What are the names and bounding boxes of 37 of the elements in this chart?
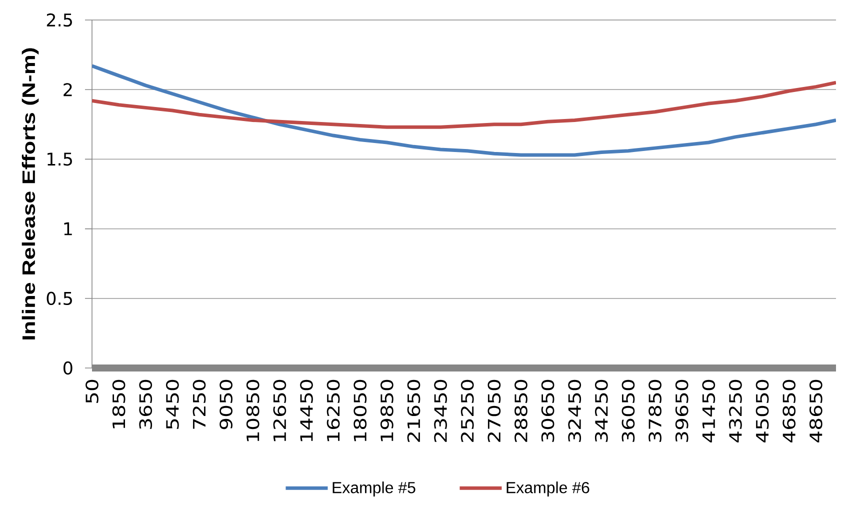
x-tick-label: 32450 xyxy=(568,380,582,442)
x-tick-label: 45050 xyxy=(756,380,769,442)
x-tick-label: 36050 xyxy=(622,380,635,442)
x-tick-label: 37850 xyxy=(648,380,662,442)
x-tick-label: 1850 xyxy=(112,380,126,428)
x-tick-label: 10850 xyxy=(246,380,260,442)
x-tick-label: 48650 xyxy=(809,380,822,442)
x-tick-label: 19850 xyxy=(380,380,394,442)
x-tick-label: 28850 xyxy=(514,380,528,442)
x-tick-label: 21650 xyxy=(407,380,420,442)
y-tick-label: 0.5 xyxy=(46,292,72,306)
x-tick-label: 30650 xyxy=(541,380,554,442)
x-tick-label: 27050 xyxy=(488,380,501,442)
x-tick-label: 46850 xyxy=(782,380,796,442)
x-tick-label: 18050 xyxy=(354,380,367,442)
x-tick-label: 25250 xyxy=(460,380,474,442)
y-tick-label: 1.5 xyxy=(48,152,72,166)
legend-label: Example #5 xyxy=(332,482,416,496)
x-tick-label: 12650 xyxy=(273,380,286,442)
x-tick-label: 3650 xyxy=(139,380,152,429)
x-tick-label: 9050 xyxy=(220,380,232,430)
x-tick-label: 41450 xyxy=(702,380,716,442)
x-tick-label: 34250 xyxy=(594,380,608,442)
x-tick-label: 50 xyxy=(86,380,98,403)
y-axis-title: Inline Release Efforts (N-m) xyxy=(22,48,39,340)
x-tick-label: 39650 xyxy=(675,380,688,442)
y-tick-label: 2 xyxy=(64,83,72,96)
x-tick-label: 23450 xyxy=(434,380,447,442)
y-tick-label: 0 xyxy=(64,361,72,375)
x-tick-label: 16250 xyxy=(326,380,340,442)
x-tick-label: 14450 xyxy=(300,380,313,442)
x-tick-label: 7250 xyxy=(192,380,206,429)
x-tick-label: 5450 xyxy=(166,380,179,429)
legend-label: Example #6 xyxy=(506,482,590,496)
x-tick-label: 43250 xyxy=(729,380,742,442)
y-tick-label: 1 xyxy=(64,222,72,236)
y-tick-label: 2.5 xyxy=(46,13,72,27)
